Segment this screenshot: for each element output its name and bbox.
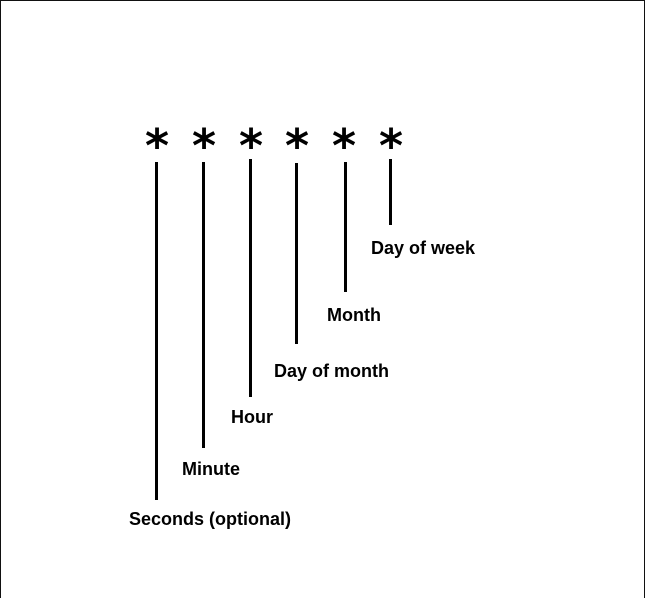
day-of-week-connector-line bbox=[389, 159, 392, 225]
minute-connector-line bbox=[202, 162, 205, 448]
minute-label: Minute bbox=[182, 459, 240, 479]
day-of-week-label: Day of week bbox=[371, 238, 476, 258]
seconds-label: Seconds (optional) bbox=[129, 509, 291, 529]
hour-connector-line bbox=[249, 159, 252, 397]
month-connector-line bbox=[344, 162, 347, 292]
day-of-month-asterisk: * bbox=[285, 119, 310, 173]
day-of-month-connector-line bbox=[295, 163, 298, 344]
seconds-asterisk: * bbox=[145, 119, 170, 173]
hour-label: Hour bbox=[231, 407, 273, 427]
minute-asterisk: * bbox=[192, 119, 217, 173]
seconds-connector-line bbox=[155, 162, 158, 500]
day-of-month-label: Day of month bbox=[274, 361, 389, 381]
month-label: Month bbox=[327, 305, 381, 325]
month-asterisk: * bbox=[332, 119, 357, 173]
